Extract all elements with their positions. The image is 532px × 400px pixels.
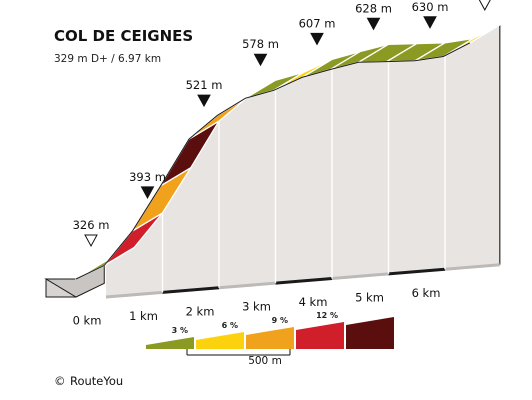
elevation-label-3: 578 m: [242, 37, 279, 51]
profile-wall-area: [106, 24, 500, 298]
legend-swatch-3: [296, 322, 344, 349]
profile-wall: [106, 24, 501, 298]
legend-swatch-2: [246, 327, 294, 349]
chart-subtitle: 329 m D+ / 6.97 km: [54, 53, 161, 65]
legend-label-2: 9 %: [272, 316, 288, 325]
elevation-marker-4: [310, 32, 324, 46]
base-edge-end: [444, 263, 500, 271]
elevation-marker-5: [366, 17, 381, 31]
grade-segments: [75, 24, 501, 280]
x-axis-ticks: 0 km 1 km 2 km 3 km 4 km 5 km 6 km: [73, 286, 441, 328]
elevation-marker-7: [478, 0, 491, 11]
elevation-label-2: 521 m: [186, 78, 223, 92]
legend-scale-label: 500 m: [248, 355, 282, 367]
grade-legend: 3 % 6 % 9 % 12 % 500 m: [146, 311, 394, 367]
legend-label-0: 3 %: [172, 326, 188, 335]
chart-title: COL DE CEIGNES: [54, 27, 193, 45]
base-edge-2: [218, 281, 276, 290]
x-tick-label-0: 0 km: [73, 314, 102, 328]
elevation-marker-0: [84, 234, 98, 248]
elevation-label-4: 607 m: [299, 16, 336, 30]
base-edge-3: [275, 276, 333, 285]
elevation-marker-2: [197, 94, 211, 108]
x-tick-label-6: 6 km: [412, 286, 441, 300]
x-tick-label-3: 3 km: [242, 300, 271, 314]
copyright-icon: ©: [54, 374, 66, 388]
elevation-label-1: 393 m: [129, 170, 166, 184]
elevation-marker-3: [253, 53, 268, 67]
profile-base-side: [44, 264, 105, 298]
x-tick-label-4: 4 km: [299, 295, 328, 309]
credit-label: RouteYou: [70, 374, 123, 388]
x-tick-label-2: 2 km: [186, 304, 215, 318]
base-edge-1: [162, 286, 220, 294]
elevation-label-0: 326 m: [73, 218, 110, 232]
elevation-marker-6: [423, 16, 437, 29]
legend-label-3: 12 %: [316, 311, 338, 320]
base-edge-0: [105, 290, 163, 299]
elevation-label-5: 628 m: [355, 1, 392, 15]
profile-front-edge: [75, 42, 471, 280]
elevation-marker-1: [140, 186, 155, 199]
legend-swatch-1: [196, 332, 244, 349]
base-edge-5: [388, 267, 446, 276]
profile-base: [44, 263, 500, 299]
legend-swatch-4: [346, 317, 394, 349]
km-divider-lines: [161, 42, 446, 293]
elevation-label-6: 630 m: [412, 0, 449, 14]
legend-scale-bar: 500 m: [186, 349, 291, 367]
legend-swatch-0: [146, 337, 194, 349]
x-tick-label-5: 5 km: [355, 290, 384, 304]
legend-label-1: 6 %: [222, 321, 238, 330]
base-edge-4: [331, 272, 389, 280]
credit: © RouteYou: [54, 374, 123, 388]
x-tick-label-1: 1 km: [129, 309, 158, 323]
